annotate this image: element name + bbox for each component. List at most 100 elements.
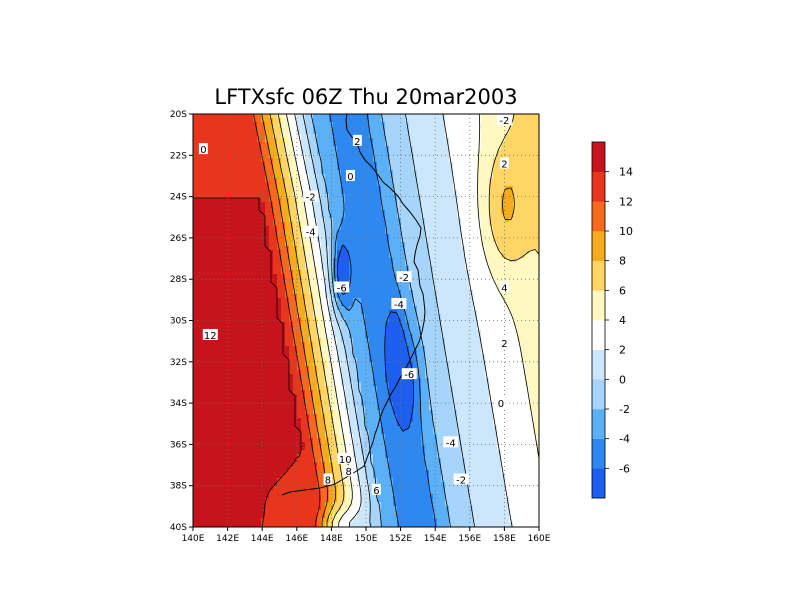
field-cell [517,214,522,219]
field-cell [301,314,306,319]
field-cell [373,186,378,191]
field-cell [313,214,318,219]
field-cell [321,322,326,327]
field-cell [433,234,438,239]
field-cell [385,334,390,339]
field-cell [505,222,510,227]
field-cell [409,198,414,203]
field-cell [213,342,218,347]
field-cell [509,242,514,247]
field-cell [197,118,202,123]
field-cell [417,250,422,255]
field-cell [385,178,390,183]
field-cell [233,218,238,223]
field-cell [341,298,346,303]
field-cell [285,210,290,215]
field-cell [453,290,458,295]
field-cell [321,330,326,335]
field-cell [193,310,198,315]
field-cell [461,134,466,139]
field-cell [473,338,478,343]
field-cell [193,302,198,307]
field-cell [533,254,538,259]
field-cell [473,118,478,123]
field-cell [293,226,298,231]
field-cell [349,138,354,143]
field-cell [533,318,538,323]
field-cell [421,286,426,291]
field-cell [373,174,378,179]
field-cell [421,138,426,143]
field-cell [317,186,322,191]
field-cell [345,214,350,219]
field-cell [317,166,322,171]
field-cell [409,214,414,219]
field-cell [197,202,202,207]
field-cell [321,182,326,187]
field-cell [377,202,382,207]
field-cell [257,314,262,319]
field-cell [533,294,538,299]
field-cell [281,126,286,131]
field-cell [373,138,378,143]
field-cell [197,262,202,267]
field-cell [321,310,326,315]
field-cell [321,274,326,279]
field-cell [357,174,362,179]
field-cell [413,310,418,315]
field-cell [297,242,302,247]
field-cell [309,238,314,243]
field-cell [461,142,466,147]
field-cell [201,230,206,235]
field-cell [465,278,470,283]
field-cell [301,274,306,279]
field-cell [309,278,314,283]
field-cell [389,178,394,183]
field-cell [241,322,246,327]
field-cell [377,198,382,203]
field-cell [361,218,366,223]
field-cell [253,186,258,191]
field-cell [197,330,202,335]
field-cell [413,166,418,171]
field-cell [317,250,322,255]
field-cell [265,326,270,331]
field-cell [273,286,278,291]
field-cell [265,126,270,131]
field-cell [477,246,482,251]
field-cell [209,194,214,199]
field-cell [313,334,318,339]
field-cell [321,258,326,263]
field-cell [401,166,406,171]
field-cell [525,238,530,243]
field-cell [197,246,202,251]
field-cell [365,190,370,195]
field-cell [261,330,266,335]
field-cell [193,234,198,239]
field-cell [369,198,374,203]
field-cell [393,214,398,219]
field-cell [349,298,354,303]
field-cell [389,226,394,231]
field-cell [465,198,470,203]
field-cell [445,318,450,323]
field-cell [381,274,386,279]
field-cell [417,138,422,143]
field-cell [465,174,470,179]
field-cell [525,330,530,335]
field-cell [397,198,402,203]
field-cell [269,178,274,183]
field-cell [265,118,270,123]
field-cell [445,118,450,123]
field-cell [349,302,354,307]
field-cell [257,282,262,287]
field-cell [513,222,518,227]
field-cell [361,174,366,179]
field-cell [417,306,422,311]
field-cell [225,186,230,191]
field-cell [469,226,474,231]
field-cell [461,274,466,279]
field-cell [493,254,498,259]
field-cell [389,154,394,159]
field-cell [269,146,274,151]
